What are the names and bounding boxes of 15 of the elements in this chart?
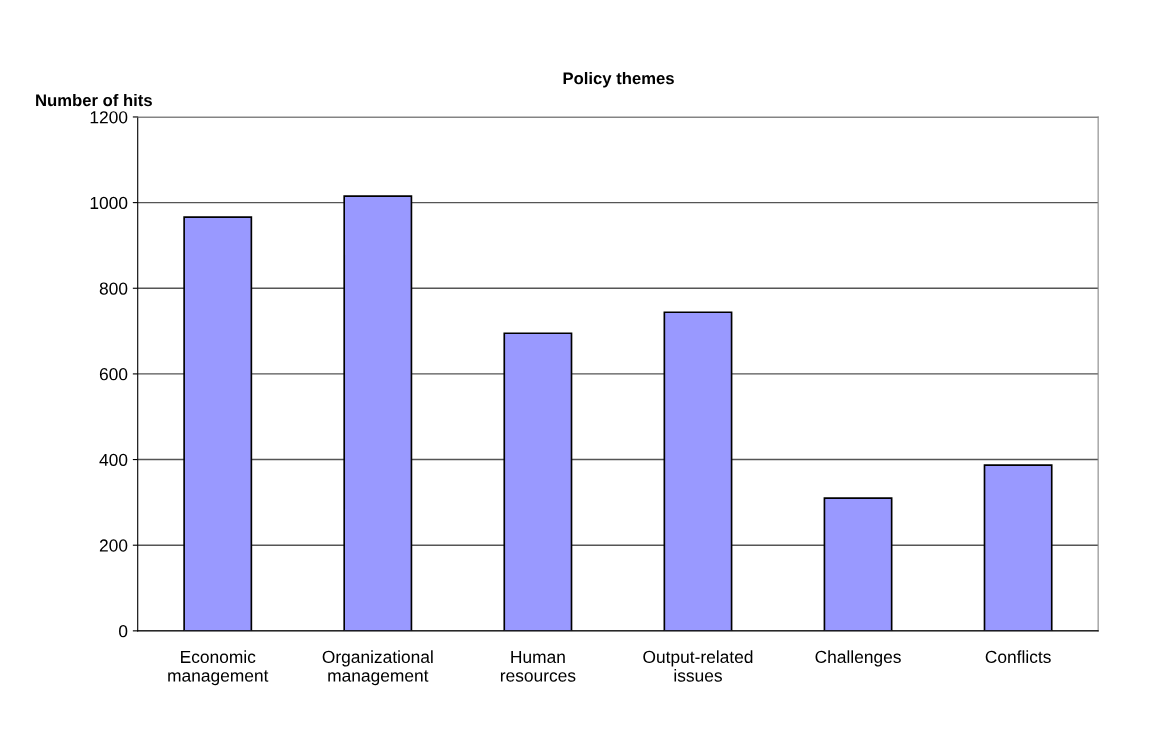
y-tick-label: 200: [99, 539, 128, 552]
y-axis-title: Number of hits: [36, 93, 152, 107]
x-tick-label: Economic management: [168, 650, 269, 686]
y-tick-label: 0: [119, 625, 128, 638]
x-tick-label: Human resources: [500, 650, 576, 682]
x-tick-label: Challenges: [815, 650, 901, 667]
x-tick-label: Output-related issues: [643, 650, 753, 682]
y-tick-label: 1200: [90, 111, 128, 124]
chart-title: Policy themes: [563, 71, 674, 88]
y-tick-label: 1000: [90, 196, 128, 210]
y-tick-label: 400: [99, 453, 128, 467]
y-tick-label: 800: [99, 282, 128, 295]
x-tick-label: Conflicts: [985, 650, 1051, 664]
x-tick-label: Organizational management: [322, 650, 433, 686]
y-tick-label: 600: [99, 368, 128, 381]
